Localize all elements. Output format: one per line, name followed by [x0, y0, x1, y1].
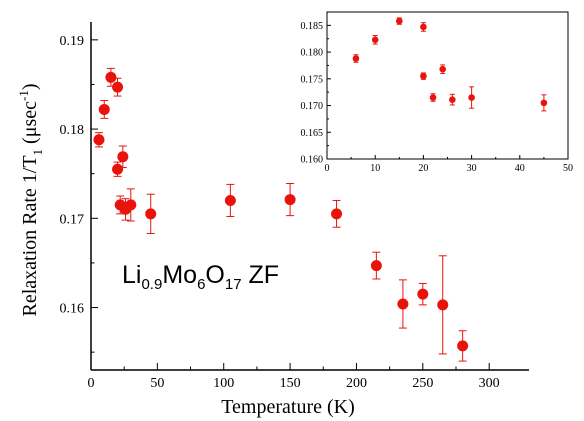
y-axis-title: Relaxation Rate 1/T1 (μsec-1) [16, 83, 45, 316]
data-point [112, 81, 124, 93]
data-point [117, 151, 129, 163]
x-tick-label: 50 [150, 376, 164, 391]
x-tick-label: 30 [467, 163, 477, 174]
data-point [397, 298, 409, 310]
y-tick-label: 0.160 [301, 155, 324, 166]
y-tick-label: 0.180 [301, 48, 324, 59]
data-point [420, 72, 427, 80]
x-tick-label: 0 [88, 376, 95, 391]
x-tick-label: 200 [346, 376, 367, 391]
x-tick-label: 0 [325, 163, 330, 174]
data-point [429, 94, 437, 101]
y-tick-label: 0.17 [60, 212, 85, 227]
data-point [331, 208, 343, 220]
data-point [396, 17, 403, 25]
y-tick-label: 0.18 [60, 123, 85, 138]
x-tick-label: 40 [515, 163, 525, 174]
data-point [540, 99, 548, 107]
data-point [145, 208, 157, 220]
data-point [224, 194, 236, 206]
y-tick-label: 0.175 [301, 74, 324, 85]
inset-frame [326, 11, 569, 160]
data-point [125, 199, 137, 211]
x-tick-label: 10 [370, 163, 380, 174]
y-tick-label: 0.165 [301, 128, 324, 139]
y-tick-label: 0.170 [301, 101, 324, 112]
x-tick-label: 50 [563, 163, 573, 174]
data-point [439, 65, 446, 73]
y-tick-label: 0.16 [60, 302, 85, 317]
data-point [468, 94, 475, 101]
data-point [93, 134, 105, 146]
data-point [352, 55, 360, 62]
data-point [105, 71, 117, 83]
y-tick-label: 0.185 [301, 21, 324, 32]
data-point [449, 96, 456, 103]
x-tick-label: 100 [213, 376, 234, 391]
y-tick-label: 0.19 [60, 34, 85, 49]
inset-plot: 0 10 20 30 40 50 0.160 0.165 0.170 0.175 0.180 0.18… [301, 11, 573, 174]
data-point [417, 288, 429, 300]
data-point [112, 163, 124, 175]
data-point [284, 194, 296, 206]
data-point [98, 103, 110, 115]
data-point [457, 340, 469, 352]
data-point [437, 299, 449, 311]
x-tick-label: 300 [479, 376, 500, 391]
data-point [420, 23, 427, 31]
x-tick-label: 150 [280, 376, 301, 391]
x-tick-label: 250 [412, 376, 433, 391]
sample-annotation: Li0.9Mo6O17 ZF [122, 261, 279, 293]
x-tick-label: 20 [418, 163, 428, 174]
data-point [370, 260, 382, 272]
x-axis-title: Temperature (K) [221, 396, 355, 418]
data-point [371, 36, 379, 44]
